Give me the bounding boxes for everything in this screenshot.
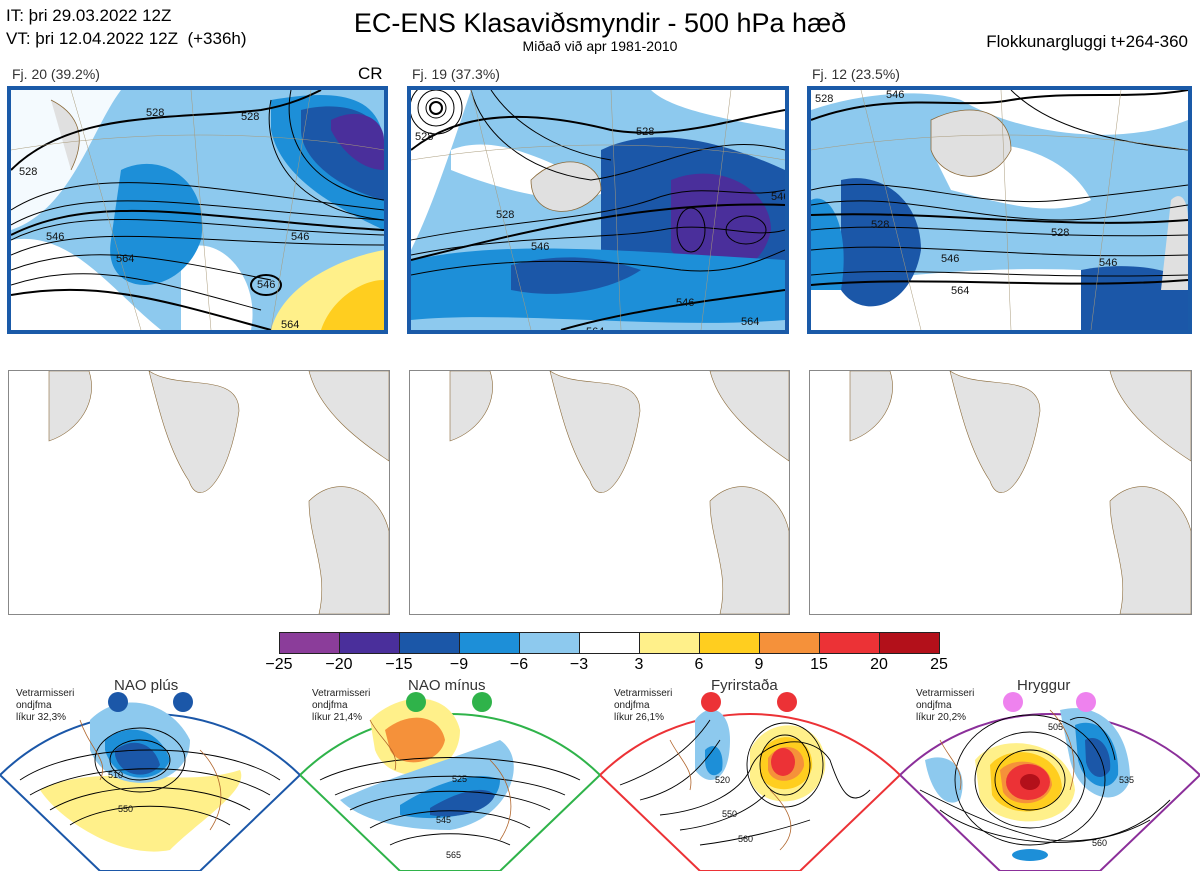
regime-nao-plus-contour-label: 550 <box>118 804 133 814</box>
page-subtitle: Miðað við apr 1981-2010 <box>522 38 678 54</box>
regime-ridge-dot-right <box>1076 692 1096 712</box>
regime-nao-minus-contour-label: 525 <box>452 774 467 784</box>
cluster-1-contour-label: 528 <box>146 107 164 119</box>
cluster-3-map: 528 528 528 546 546 564 546 <box>807 86 1192 334</box>
regime-nao-plus-dot-right <box>173 692 193 712</box>
cluster-2-map: 528 528 528 546 546 564 564 546 <box>407 86 789 334</box>
regime-nao-minus-title: NAO mínus <box>408 677 486 694</box>
cluster-1-contour-label: 564 <box>281 319 299 330</box>
empty-map-1 <box>8 370 390 615</box>
cluster-1-contour-label: 564 <box>116 253 134 265</box>
empty-map-3 <box>809 370 1192 615</box>
regime-nao-minus-note: Vetrarmisseri ondjfma líkur 21,4% <box>312 688 371 723</box>
initial-time: IT: þri 29.03.2022 12Z <box>6 6 172 25</box>
colorbar-swatch <box>399 632 460 654</box>
colorbar-tick-label: 3 <box>634 656 644 673</box>
regime-nao-minus: 525 545 565 NAO mínus Vetrarmisseri ondj… <box>300 677 600 871</box>
regime-ridge-title: Hryggur <box>1017 677 1071 694</box>
regime-ridge-contour-label: 535 <box>1119 775 1134 785</box>
cluster-1-tag: CR <box>358 64 383 83</box>
regime-nao-plus: 510 550 NAO plús Vetrarmisseri ondjfma l… <box>0 677 300 871</box>
regime-nao-minus-dot-right <box>472 692 492 712</box>
colorbar-swatch <box>279 632 340 654</box>
cluster-1-label: Fj. 20 (39.2%) <box>12 66 100 82</box>
cluster-3-contour-label: 564 <box>951 285 969 297</box>
classification-window: Flokkunargluggi t+264-360 <box>986 32 1188 51</box>
regime-nao-minus-contour-label: 565 <box>446 850 461 860</box>
colorbar-tick-label: 6 <box>694 656 704 673</box>
cluster-2-contour-label: 546 <box>771 191 785 203</box>
cluster-2-contour-label: 546 <box>531 241 549 253</box>
page-title: EC-ENS Klasaviðsmyndir - 500 hPa hæð <box>353 8 847 38</box>
cluster-1-map: 528 528 528 546 546 564 546 564 <box>7 86 388 334</box>
regime-blocking-dot-left <box>701 692 721 712</box>
regime-nao-minus-dot-left <box>406 692 426 712</box>
cluster-3-contour-label: 528 <box>1051 227 1069 239</box>
regime-blocking-note: Vetrarmisseri ondjfma líkur 26,1% <box>614 688 673 723</box>
cluster-2-contour-label: 564 <box>741 316 759 328</box>
regime-ridge: 505 535 560 Hryggur Vetrarmisseri ondjfm… <box>900 677 1200 871</box>
regime-blocking-title: Fyrirstaða <box>711 677 778 694</box>
regime-blocking-contour-label: 560 <box>738 834 753 844</box>
header-times: IT: þri 29.03.2022 12Z VT: þri 12.04.2022… <box>6 4 247 50</box>
regime-blocking: 520 550 560 Fyrirstaða Vetrarmisseri ond… <box>600 677 900 871</box>
colorbar-swatch <box>459 632 520 654</box>
regime-ridge-contour-label: 505 <box>1048 722 1063 732</box>
colorbar-swatch <box>639 632 700 654</box>
colorbar-tick-label: −20 <box>325 656 353 673</box>
colorbar-tick-label: 15 <box>810 656 828 673</box>
empty-map-2 <box>409 370 790 615</box>
cluster-2-contour-label: 528 <box>415 131 433 143</box>
colorbar-tick-label: −9 <box>449 656 469 673</box>
colorbar-swatch <box>759 632 820 654</box>
valid-time: VT: þri 12.04.2022 12Z (+336h) <box>6 29 247 48</box>
colorbar-swatch <box>339 632 400 654</box>
colorbar-swatch <box>579 632 640 654</box>
regime-nao-plus-title: NAO plús <box>114 677 179 694</box>
cluster-3-contour-label: 528 <box>815 93 833 105</box>
cluster-1-contour-label: 546 <box>46 231 64 243</box>
cluster-1-contour-label: 528 <box>241 111 259 123</box>
cluster-2-contour-label: 528 <box>636 126 654 138</box>
regime-nao-plus-note: Vetrarmisseri ondjfma líkur 32,3% <box>16 688 75 723</box>
colorbar-tick-label: −3 <box>569 656 589 673</box>
regime-ridge-contour-label: 560 <box>1092 838 1107 848</box>
colorbar-tick-label: 9 <box>754 656 764 673</box>
regime-blocking-contour-label: 550 <box>722 809 737 819</box>
cluster-2-label: Fj. 19 (37.3%) <box>412 66 500 82</box>
cluster-1-contour-label: 546 <box>291 231 309 243</box>
cluster-3-contour-label: 528 <box>871 219 889 231</box>
regime-nao-plus-dot-left <box>108 692 128 712</box>
colorbar-swatch <box>879 632 940 654</box>
cluster-3-contour-label: 546 <box>886 90 904 101</box>
colorbar-tick-label: 25 <box>930 656 948 673</box>
cluster-3-contour-label: 546 <box>1099 257 1117 269</box>
cluster-3-label: Fj. 12 (23.5%) <box>812 66 900 82</box>
cluster-1-contour-label: 546 <box>257 279 275 291</box>
regime-ridge-dot-left <box>1003 692 1023 712</box>
regime-nao-minus-contour-label: 545 <box>436 815 451 825</box>
cluster-2-contour-label: 528 <box>496 209 514 221</box>
cluster-3-contour-label: 546 <box>941 253 959 265</box>
cluster-2-contour-label: 546 <box>676 297 694 309</box>
regime-nao-plus-contour-label: 510 <box>108 770 123 780</box>
colorbar-tick-label: −25 <box>265 656 293 673</box>
colorbar-tick-label: 20 <box>870 656 888 673</box>
colorbar-swatch <box>519 632 580 654</box>
colorbar-tick-label: −15 <box>385 656 413 673</box>
colorbar-swatch <box>699 632 760 654</box>
regime-ridge-note: Vetrarmisseri ondjfma líkur 20,2% <box>916 688 975 723</box>
cluster-1-contour-label: 528 <box>19 166 37 178</box>
regime-blocking-dot-right <box>777 692 797 712</box>
regime-blocking-contour-label: 520 <box>715 775 730 785</box>
cluster-2-contour-label: 564 <box>586 326 604 330</box>
colorbar-swatch <box>819 632 880 654</box>
colorbar-tick-label: −6 <box>509 656 529 673</box>
